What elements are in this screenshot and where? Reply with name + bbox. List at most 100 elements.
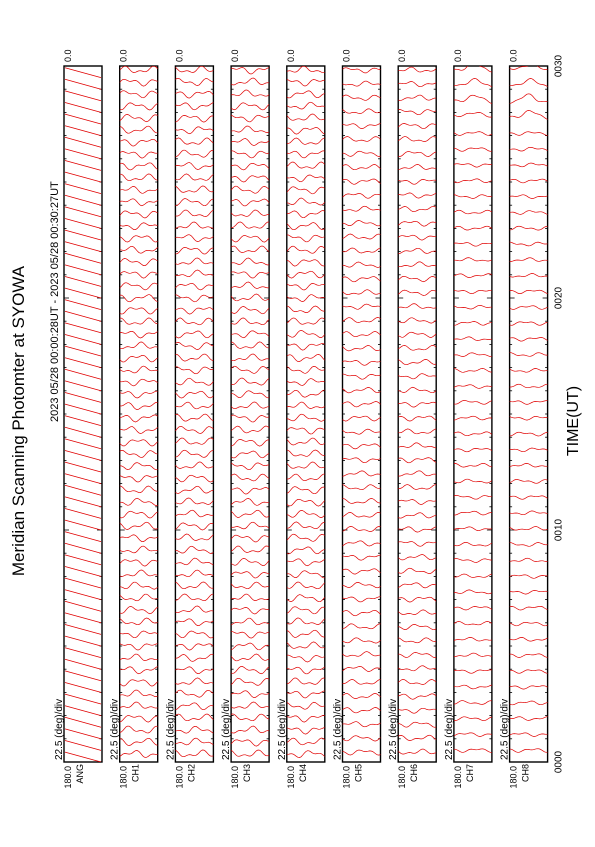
trace-line (286, 234, 325, 243)
panel-frame (118, 65, 159, 763)
trace-line (175, 689, 214, 698)
trace-line (231, 558, 270, 566)
chart-title: Meridian Scanning Photomter at SYOWA (9, 265, 28, 576)
trace-line (286, 330, 325, 338)
trace-line (342, 303, 381, 310)
panel-frame (174, 65, 215, 763)
trace-line (175, 173, 214, 181)
x-tick-label: 0020 (554, 286, 565, 309)
trace-line (509, 463, 548, 468)
trace-line (398, 220, 437, 227)
trace-line (119, 138, 158, 147)
trace-line (119, 569, 158, 577)
trace-line (509, 146, 548, 152)
trace-line (509, 383, 548, 389)
trace-line (286, 174, 325, 183)
trace-line (175, 366, 214, 375)
trace-line (231, 185, 270, 194)
trace-line (231, 330, 270, 339)
trace-line (175, 474, 214, 483)
channel-label: ANG (75, 764, 85, 784)
channel-label: CH2 (186, 764, 196, 782)
trace-line (398, 275, 437, 283)
trace-line (175, 749, 214, 758)
trace-line (231, 377, 270, 386)
trace-line (119, 439, 158, 447)
trace-line (64, 368, 102, 380)
trace-line (119, 173, 158, 182)
trace-line (398, 624, 437, 631)
trace-line (64, 218, 102, 229)
trace-line (509, 225, 548, 231)
trace-line (175, 666, 214, 674)
x-tick-label: 0000 (554, 750, 565, 773)
trace-line (119, 271, 158, 279)
trace-line (231, 462, 270, 471)
scale-label: 22.5 (deg)/div (165, 699, 176, 760)
trace-line (64, 624, 102, 635)
trace-line (119, 750, 158, 758)
trace-line (342, 193, 381, 199)
y-bottom-label: 0.0 (453, 49, 463, 62)
trace-line (119, 331, 158, 339)
trace-line (453, 669, 492, 674)
trace-line (342, 693, 381, 699)
trace-line (64, 206, 102, 218)
trace-line (286, 186, 325, 195)
trace-line (286, 558, 325, 567)
panel-ch7: 180.0 0.0 CH7 22.5 (deg)/div (444, 49, 493, 789)
trace-line (119, 414, 158, 423)
trace-line (453, 606, 492, 611)
trace-line (453, 478, 492, 484)
trace-line (453, 321, 492, 326)
channel-label: CH1 (131, 764, 141, 782)
trace-line (231, 245, 270, 253)
trace-line (119, 114, 158, 123)
trace-line (119, 666, 158, 675)
trace-line (231, 257, 270, 266)
trace-line (342, 164, 381, 171)
trace-line (64, 682, 102, 693)
trace-line (453, 384, 492, 389)
trace-line (398, 512, 437, 519)
trace-line (509, 78, 548, 87)
trace-line (119, 737, 158, 746)
trace-line (342, 289, 381, 295)
trace-line (398, 66, 437, 73)
trace-line (175, 605, 214, 614)
trace-line (119, 317, 158, 325)
trace-line (119, 426, 158, 434)
trace-line (175, 737, 214, 746)
scale-label: 22.5 (deg)/div (388, 699, 399, 760)
trace-line (286, 594, 325, 603)
trace-line (342, 67, 381, 74)
trace-line (286, 510, 325, 518)
trace-line (398, 359, 437, 366)
trace-line (342, 178, 381, 185)
trace-line (64, 554, 102, 566)
trace-line (342, 387, 381, 394)
channel-label: CH3 (242, 764, 252, 782)
trace-line (509, 110, 548, 120)
trace-line (286, 701, 325, 710)
trace-line (342, 721, 381, 728)
panels-group: 180.0 0.0 ANG 22.5 (deg)/div 180.0 0.0 CH1 22.5… (54, 49, 549, 789)
trace-line (398, 331, 437, 338)
trace-line (119, 102, 158, 111)
y-bottom-label: 0.0 (174, 49, 184, 62)
trace-line (398, 484, 437, 490)
trace-line (175, 377, 214, 386)
trace-line (398, 247, 437, 255)
trace-line (509, 289, 548, 294)
trace-group (286, 66, 325, 758)
trace-line (231, 271, 270, 279)
trace-line (509, 495, 548, 500)
trace-group (175, 66, 214, 758)
trace-line (231, 67, 270, 75)
trace-line (119, 78, 158, 87)
trace-line (453, 573, 492, 578)
y-bottom-label: 0.0 (230, 49, 240, 62)
trace-line (64, 183, 102, 194)
trace-line (286, 101, 325, 110)
